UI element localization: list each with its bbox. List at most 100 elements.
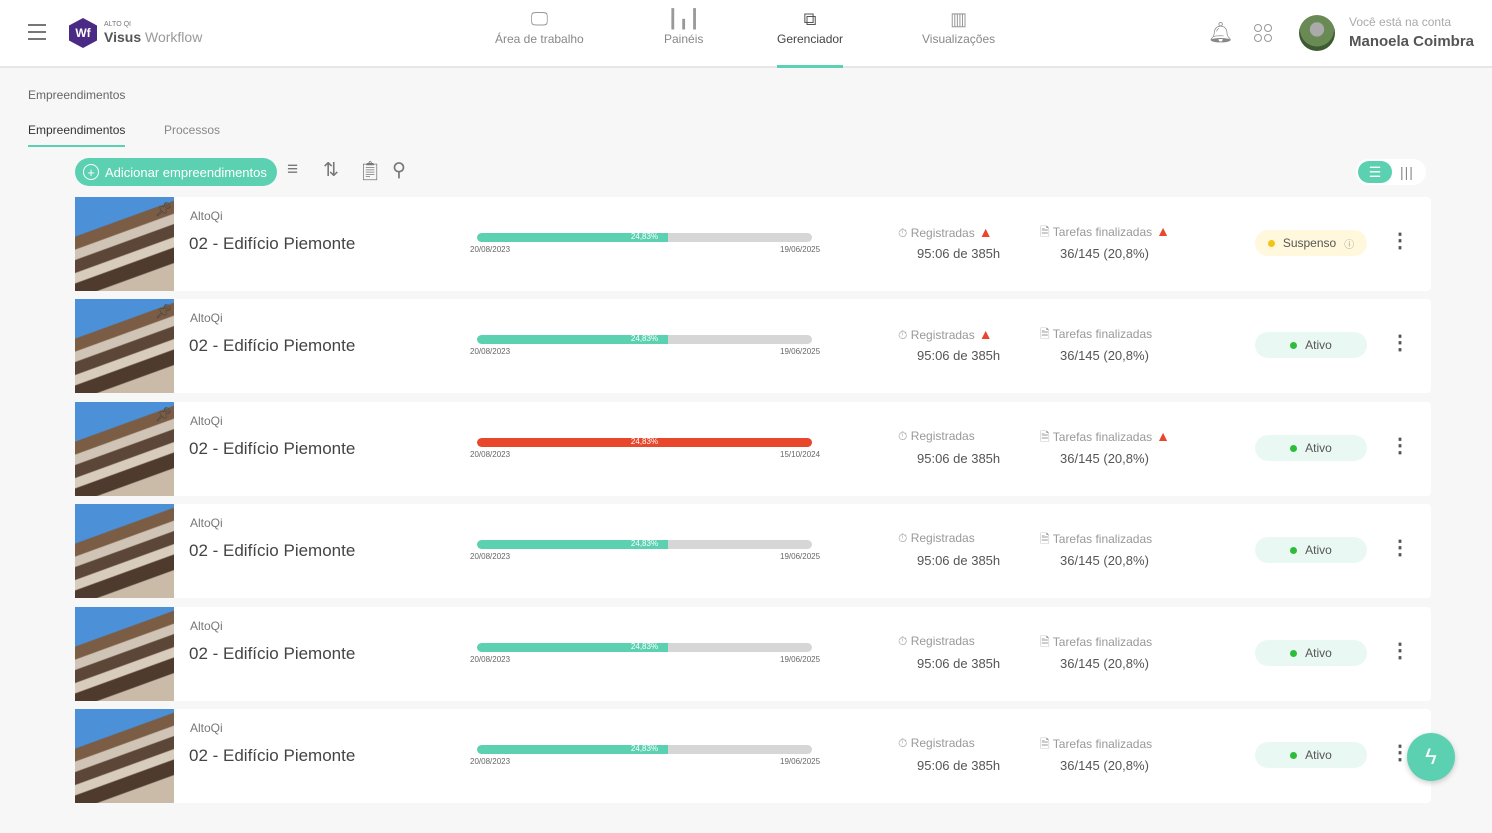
project-row[interactable]: AltoQi 02 - Edifício Piemonte 24,83% 20/… xyxy=(75,504,1431,598)
more-options-icon[interactable]: ⋮ xyxy=(1390,742,1410,764)
project-row[interactable]: AltoQi 02 - Edifício Piemonte 24,83% 20/… xyxy=(75,709,1431,803)
tasks-label-text: Tarefas finalizadas xyxy=(1052,635,1153,649)
warning-icon[interactable]: ▲ xyxy=(978,326,993,342)
clipboard-icon[interactable]: 📋︎ xyxy=(358,161,383,182)
progress-fill xyxy=(477,745,668,754)
columns-view-icon[interactable]: ||| xyxy=(1400,164,1414,180)
search-icon[interactable]: ⚲ xyxy=(392,160,406,181)
hierarchy-icon: ⧉ xyxy=(803,9,817,29)
warning-icon[interactable]: ▲ xyxy=(1156,223,1171,239)
nav-visualizacoes[interactable]: ▥ Visualizações xyxy=(922,8,995,46)
tasks-value: 36/145 (20,8%) xyxy=(1060,553,1149,568)
tasks-value: 36/145 (20,8%) xyxy=(1060,348,1149,363)
end-date: 15/10/2024 xyxy=(780,450,821,459)
tasks-value: 36/145 (20,8%) xyxy=(1060,246,1149,261)
project-thumbnail: 📌︎ xyxy=(75,197,174,291)
end-date: 19/06/2025 xyxy=(780,655,821,664)
tasks-label-text: Tarefas finalizadas xyxy=(1052,225,1153,239)
hours-value: 95:06 de 385h xyxy=(917,246,1001,261)
progress-bar: 24,83% xyxy=(477,233,812,242)
tasks-value: 36/145 (20,8%) xyxy=(1060,451,1149,466)
project-org: AltoQi xyxy=(190,209,223,223)
progress-fill xyxy=(477,438,812,447)
hours-label-text: Registradas xyxy=(910,429,975,443)
status-badge: Ativo xyxy=(1255,332,1367,358)
pin-icon[interactable]: 📌︎ xyxy=(155,406,173,422)
account-name[interactable]: Manoela Coimbra xyxy=(1349,33,1475,50)
tasks-value: 36/145 (20,8%) xyxy=(1060,758,1149,773)
nav-paineis[interactable]: ┃╻┃ Painéis xyxy=(664,8,703,46)
timer-icon: ⏱︎ xyxy=(898,226,911,240)
project-row[interactable]: AltoQi 02 - Edifício Piemonte 24,83% 20/… xyxy=(75,607,1431,701)
nav-label: Área de trabalho xyxy=(495,32,584,46)
warning-icon[interactable]: ▲ xyxy=(1156,428,1171,444)
hours-label: ⏱︎ Registradas ▲ xyxy=(898,326,993,343)
progress-label: 24,83% xyxy=(630,233,659,241)
start-date: 20/08/2023 xyxy=(470,347,511,356)
pin-icon[interactable]: 📌︎ xyxy=(155,201,173,217)
menu-icon[interactable] xyxy=(28,24,46,40)
account-label: Você está na conta xyxy=(1349,15,1452,29)
more-options-icon[interactable]: ⋮ xyxy=(1390,640,1410,662)
project-name[interactable]: 02 - Edifício Piemonte xyxy=(189,336,356,355)
status-text: Ativo xyxy=(1305,441,1332,455)
breadcrumb[interactable]: Empreendimentos xyxy=(28,88,126,102)
project-name[interactable]: 02 - Edifício Piemonte xyxy=(189,541,356,560)
info-icon[interactable]: ⓘ xyxy=(1344,239,1355,251)
project-org: AltoQi xyxy=(190,516,223,530)
add-empreendimento-button[interactable]: + Adicionar empreendimentos xyxy=(75,158,277,186)
tasks-label-text: Tarefas finalizadas xyxy=(1052,532,1153,546)
status-dot xyxy=(1290,649,1298,657)
hours-label: ⏱︎ Registradas ▲ xyxy=(898,224,993,241)
timer-icon: ⏱︎ xyxy=(898,429,911,443)
status-dot xyxy=(1290,751,1298,759)
warning-icon[interactable]: ▲ xyxy=(978,224,993,240)
nav-label: Painéis xyxy=(664,32,704,46)
more-options-icon[interactable]: ⋮ xyxy=(1390,435,1410,457)
bell-icon[interactable]: 🔔︎ xyxy=(1208,22,1234,44)
filter-icon[interactable]: ≡ xyxy=(287,159,299,180)
more-options-icon[interactable]: ⋮ xyxy=(1390,230,1410,252)
nav-area-de-trabalho[interactable]: 🖵 Área de trabalho xyxy=(495,8,584,46)
list-view-icon[interactable]: ☰ xyxy=(1358,161,1392,183)
start-date: 20/08/2023 xyxy=(470,655,511,664)
project-org: AltoQi xyxy=(190,311,223,325)
status-badge: Suspenso ⓘ xyxy=(1255,230,1367,256)
hours-label: ⏱︎ Registradas xyxy=(898,634,975,649)
hours-label: ⏱︎ Registradas xyxy=(898,736,975,751)
apps-grid-icon[interactable] xyxy=(1254,24,1272,42)
tab-processos[interactable]: Processos xyxy=(164,123,221,137)
project-name[interactable]: 02 - Edifício Piemonte xyxy=(189,644,356,663)
progress-bar: 24,83% xyxy=(477,745,812,754)
pin-icon[interactable]: 📌︎ xyxy=(155,303,173,319)
avatar[interactable] xyxy=(1299,15,1335,51)
tasks-label-text: Tarefas finalizadas xyxy=(1052,737,1153,751)
tasks-label: 🗎︎ Tarefas finalizadas ▲ xyxy=(1040,428,1170,449)
more-options-icon[interactable]: ⋮ xyxy=(1390,537,1410,559)
quick-action-lightning-icon[interactable]: ϟ xyxy=(1407,733,1455,781)
project-row[interactable]: 📌︎ AltoQi 02 - Edifício Piemonte 24,83% … xyxy=(75,299,1431,393)
start-date: 20/08/2023 xyxy=(470,757,511,766)
project-name[interactable]: 02 - Edifício Piemonte xyxy=(189,746,356,765)
project-name[interactable]: 02 - Edifício Piemonte xyxy=(189,234,356,253)
nav-label: Gerenciador xyxy=(777,32,844,46)
nav-label: Visualizações xyxy=(922,32,996,46)
hours-value: 95:06 de 385h xyxy=(917,553,1001,568)
add-button-label: Adicionar empreendimentos xyxy=(105,164,267,180)
tasks-label: 🗎︎ Tarefas finalizadas ▲ xyxy=(1040,223,1170,244)
document-icon: 🗎︎ xyxy=(1040,635,1053,649)
status-badge: Ativo xyxy=(1255,537,1367,563)
nav-gerenciador[interactable]: ⧉ Gerenciador xyxy=(777,8,844,68)
brand-bold: Visus xyxy=(104,29,142,45)
sort-icon[interactable]: ⇅ xyxy=(323,160,339,181)
project-row[interactable]: 📌︎ AltoQi 02 - Edifício Piemonte 24,83% … xyxy=(75,197,1431,291)
progress-label: 24,83% xyxy=(630,745,659,753)
tab-empreendimentos[interactable]: Empreendimentos xyxy=(28,123,126,148)
project-name[interactable]: 02 - Edifício Piemonte xyxy=(189,439,356,458)
hours-value: 95:06 de 385h xyxy=(917,348,1001,363)
more-options-icon[interactable]: ⋮ xyxy=(1390,332,1410,354)
brand-name: Visus Workflow xyxy=(104,29,202,45)
tasks-label-text: Tarefas finalizadas xyxy=(1052,430,1153,444)
project-row[interactable]: 📌︎ AltoQi 02 - Edifício Piemonte 24,83% … xyxy=(75,402,1431,496)
progress-fill xyxy=(477,335,668,344)
